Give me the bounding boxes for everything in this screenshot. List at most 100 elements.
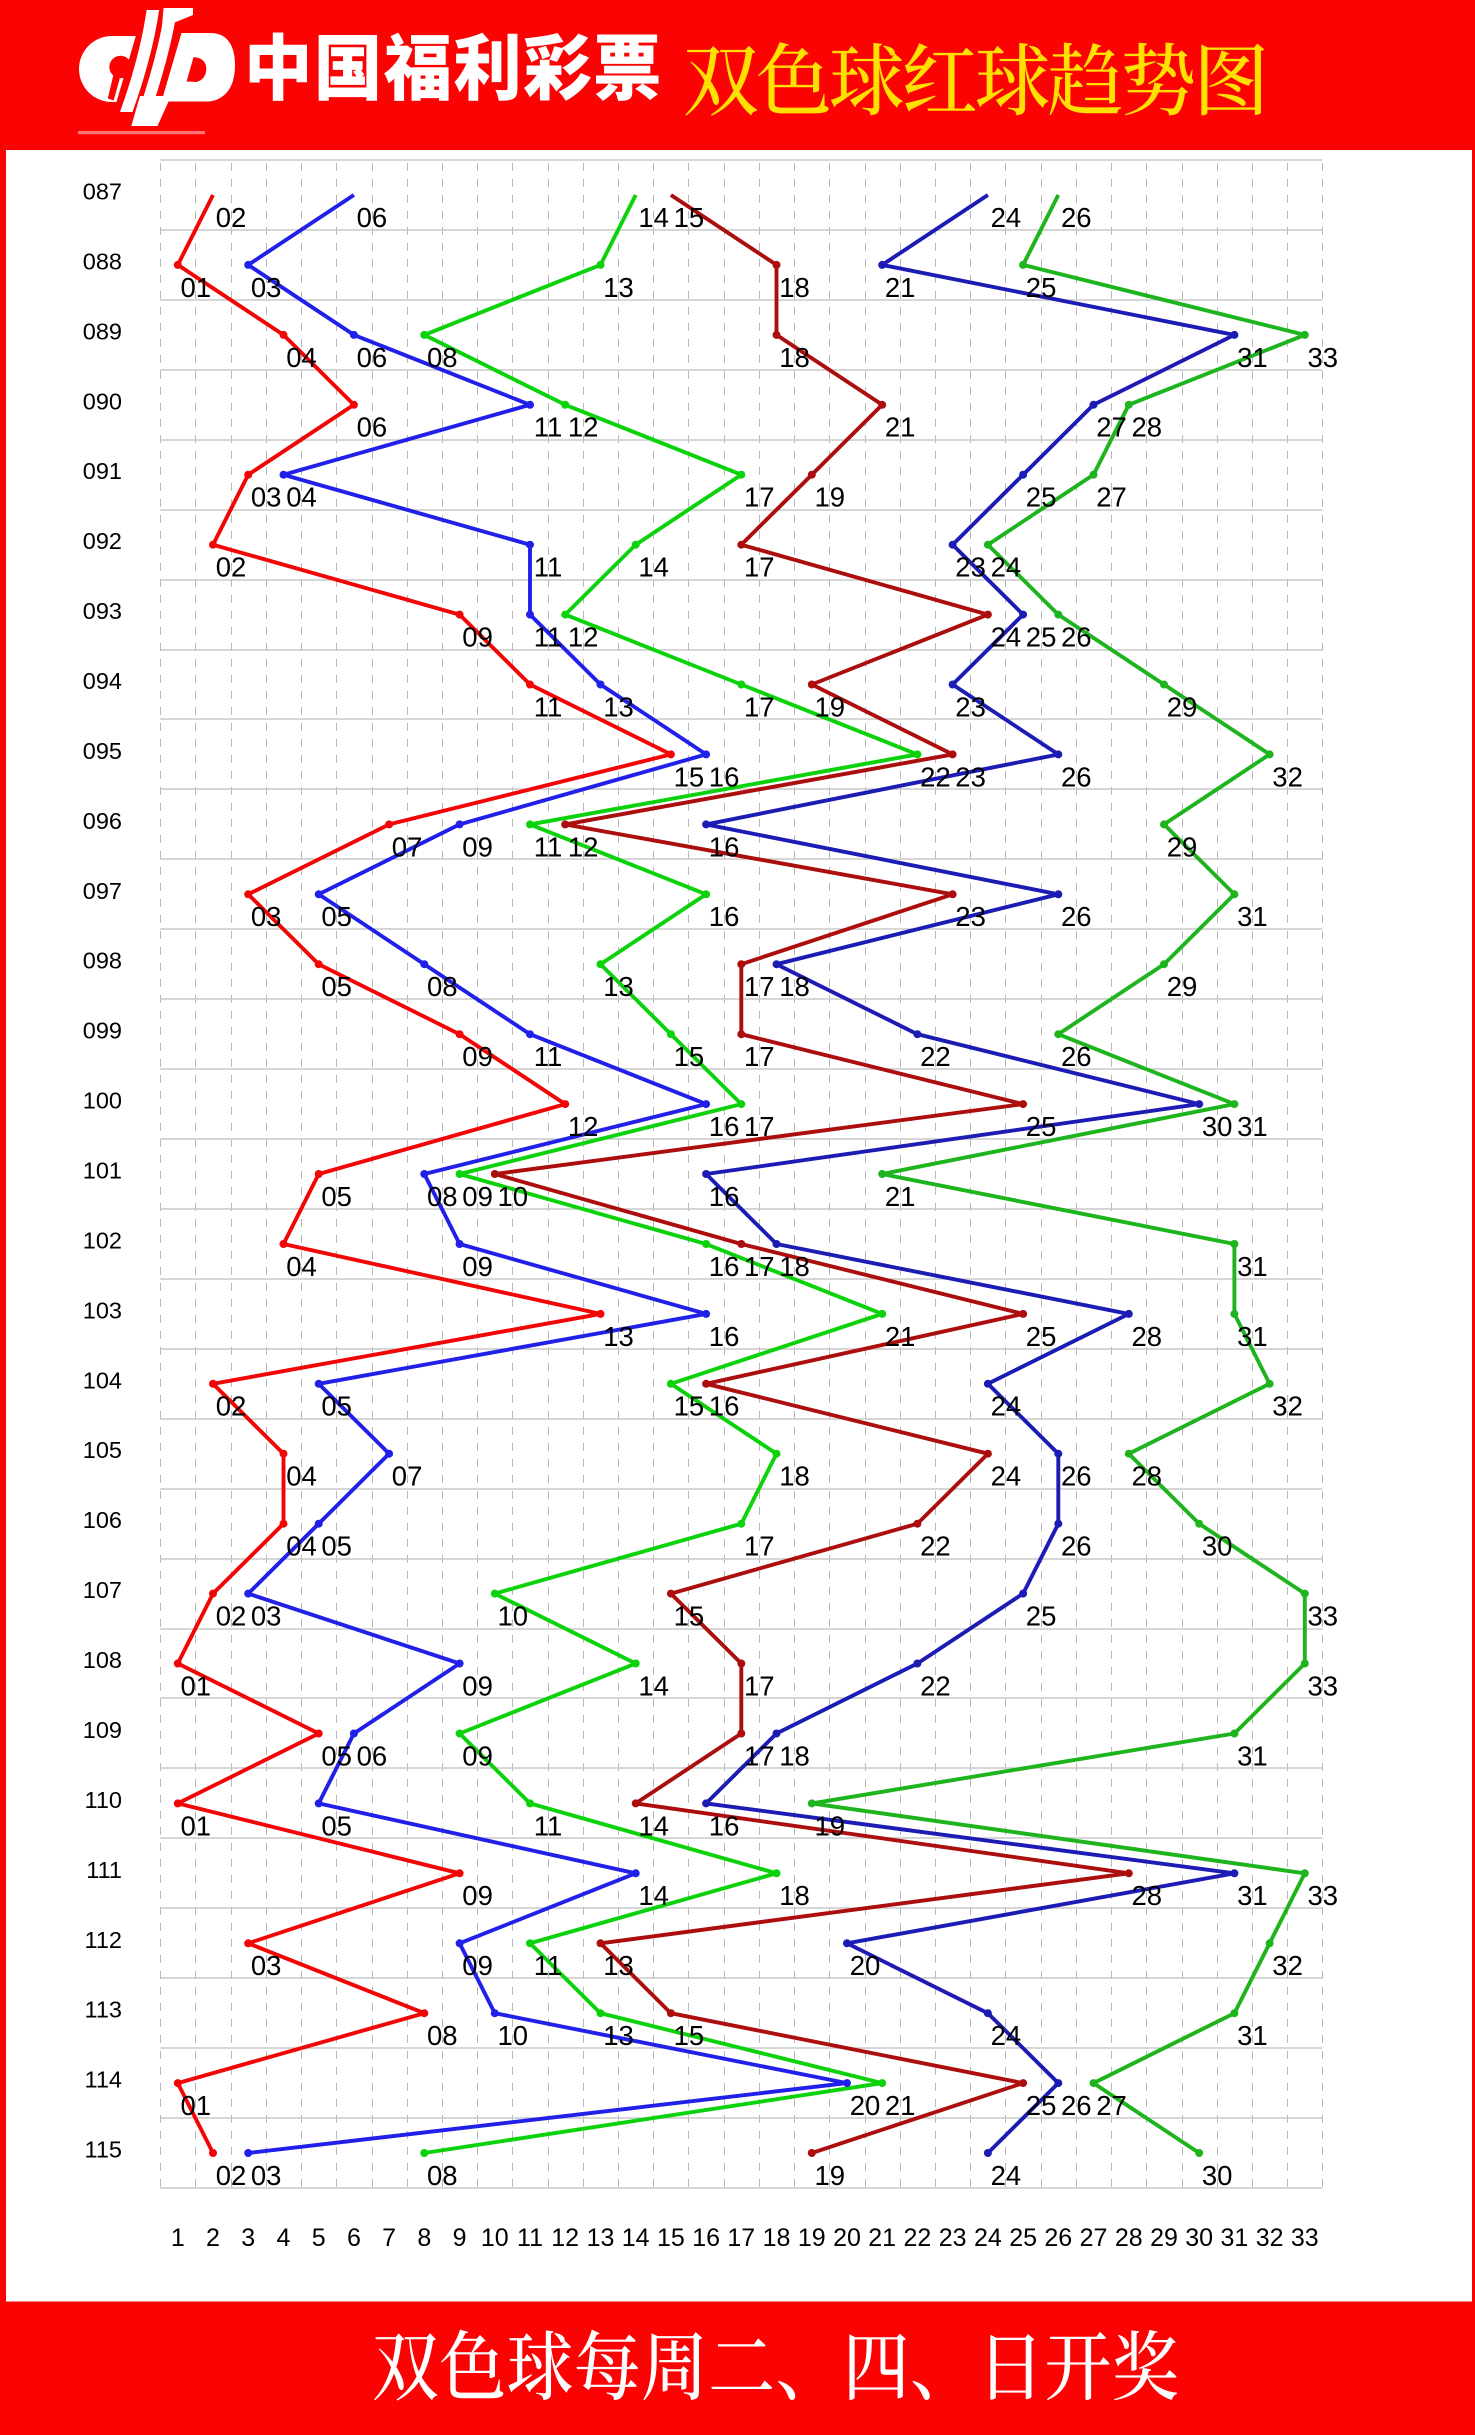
svg-text:03: 03 bbox=[251, 1950, 282, 1981]
svg-text:32: 32 bbox=[1272, 761, 1303, 792]
svg-text:18: 18 bbox=[779, 1740, 810, 1771]
svg-text:098: 098 bbox=[83, 948, 122, 974]
svg-text:20: 20 bbox=[850, 1950, 881, 1981]
svg-text:23: 23 bbox=[955, 761, 986, 792]
svg-text:30: 30 bbox=[1202, 1111, 1233, 1142]
svg-text:31: 31 bbox=[1237, 901, 1268, 932]
svg-text:05: 05 bbox=[321, 1391, 352, 1422]
svg-text:09: 09 bbox=[462, 1880, 493, 1911]
svg-text:16: 16 bbox=[709, 1111, 740, 1142]
svg-text:05: 05 bbox=[321, 1531, 352, 1562]
svg-text:13: 13 bbox=[603, 2020, 634, 2051]
svg-text:01: 01 bbox=[181, 2090, 212, 2121]
svg-text:05: 05 bbox=[321, 1181, 352, 1212]
svg-text:01: 01 bbox=[181, 272, 212, 303]
svg-text:112: 112 bbox=[85, 1927, 122, 1953]
svg-text:18: 18 bbox=[779, 272, 810, 303]
svg-text:23: 23 bbox=[955, 901, 986, 932]
svg-text:101: 101 bbox=[83, 1158, 122, 1184]
svg-text:17: 17 bbox=[744, 552, 775, 583]
svg-text:25: 25 bbox=[1026, 482, 1057, 513]
svg-text:25: 25 bbox=[1026, 622, 1057, 653]
svg-text:03: 03 bbox=[251, 482, 282, 513]
svg-text:27: 27 bbox=[1096, 482, 1127, 513]
svg-text:113: 113 bbox=[85, 1997, 122, 2023]
svg-text:091: 091 bbox=[83, 458, 122, 484]
svg-text:094: 094 bbox=[83, 668, 122, 694]
svg-text:15: 15 bbox=[674, 761, 705, 792]
svg-text:30: 30 bbox=[1202, 1531, 1233, 1562]
svg-text:25: 25 bbox=[1026, 2090, 1057, 2121]
svg-text:16: 16 bbox=[709, 831, 740, 862]
svg-text:09: 09 bbox=[462, 1670, 493, 1701]
svg-text:06: 06 bbox=[357, 202, 388, 233]
svg-text:17: 17 bbox=[744, 482, 775, 513]
svg-text:24: 24 bbox=[991, 202, 1022, 233]
svg-text:24: 24 bbox=[991, 1391, 1022, 1422]
svg-text:04: 04 bbox=[286, 342, 317, 373]
svg-text:31: 31 bbox=[1237, 342, 1268, 373]
svg-text:22: 22 bbox=[920, 1041, 951, 1072]
svg-text:114: 114 bbox=[85, 2067, 122, 2093]
svg-text:28: 28 bbox=[1132, 412, 1163, 443]
svg-text:22: 22 bbox=[920, 761, 951, 792]
svg-text:09: 09 bbox=[462, 1251, 493, 1282]
svg-text:17: 17 bbox=[744, 971, 775, 1002]
svg-text:32: 32 bbox=[1256, 2224, 1284, 2252]
svg-text:17: 17 bbox=[744, 1041, 775, 1072]
svg-text:29: 29 bbox=[1167, 831, 1198, 862]
svg-text:08: 08 bbox=[427, 971, 458, 1002]
svg-text:25: 25 bbox=[1026, 1321, 1057, 1352]
svg-text:24: 24 bbox=[991, 622, 1022, 653]
svg-text:13: 13 bbox=[603, 691, 634, 722]
svg-text:17: 17 bbox=[727, 2224, 755, 2252]
svg-text:02: 02 bbox=[216, 1391, 247, 1422]
svg-text:21: 21 bbox=[885, 412, 916, 443]
svg-text:108: 108 bbox=[83, 1647, 122, 1673]
svg-text:24: 24 bbox=[974, 2224, 1002, 2252]
svg-text:102: 102 bbox=[83, 1228, 122, 1254]
svg-text:106: 106 bbox=[83, 1507, 122, 1533]
svg-text:15: 15 bbox=[674, 1601, 705, 1632]
svg-text:28: 28 bbox=[1132, 1461, 1163, 1492]
svg-text:23: 23 bbox=[955, 691, 986, 722]
svg-text:13: 13 bbox=[603, 272, 634, 303]
svg-text:103: 103 bbox=[83, 1297, 122, 1323]
svg-text:24: 24 bbox=[991, 552, 1022, 583]
svg-text:04: 04 bbox=[286, 1531, 317, 1562]
svg-text:17: 17 bbox=[744, 1670, 775, 1701]
svg-text:8: 8 bbox=[417, 2224, 431, 2252]
svg-text:30: 30 bbox=[1185, 2224, 1213, 2252]
svg-text:15: 15 bbox=[674, 1041, 705, 1072]
svg-text:09: 09 bbox=[462, 1950, 493, 1981]
svg-text:18: 18 bbox=[763, 2224, 791, 2252]
svg-text:20: 20 bbox=[833, 2224, 861, 2252]
svg-text:16: 16 bbox=[709, 761, 740, 792]
svg-text:092: 092 bbox=[83, 528, 122, 554]
svg-text:17: 17 bbox=[744, 691, 775, 722]
svg-text:17: 17 bbox=[744, 1740, 775, 1771]
svg-text:12: 12 bbox=[568, 831, 599, 862]
svg-text:111: 111 bbox=[86, 1857, 122, 1883]
svg-text:15: 15 bbox=[674, 1391, 705, 1422]
svg-text:15: 15 bbox=[674, 2020, 705, 2051]
svg-text:08: 08 bbox=[427, 2020, 458, 2051]
svg-text:25: 25 bbox=[1009, 2224, 1037, 2252]
svg-text:26: 26 bbox=[1061, 1041, 1092, 1072]
svg-text:26: 26 bbox=[1061, 1461, 1092, 1492]
svg-text:13: 13 bbox=[603, 1321, 634, 1352]
svg-text:9: 9 bbox=[453, 2224, 467, 2252]
svg-text:31: 31 bbox=[1237, 1251, 1268, 1282]
svg-text:18: 18 bbox=[779, 342, 810, 373]
svg-text:20: 20 bbox=[850, 2090, 881, 2121]
svg-text:109: 109 bbox=[83, 1717, 122, 1743]
svg-text:21: 21 bbox=[885, 2090, 916, 2121]
svg-text:29: 29 bbox=[1150, 2224, 1178, 2252]
svg-text:18: 18 bbox=[779, 1880, 810, 1911]
svg-text:16: 16 bbox=[709, 1321, 740, 1352]
svg-text:31: 31 bbox=[1237, 1111, 1268, 1142]
svg-text:30: 30 bbox=[1202, 2160, 1233, 2191]
svg-text:10: 10 bbox=[481, 2224, 509, 2252]
svg-text:09: 09 bbox=[462, 831, 493, 862]
svg-text:16: 16 bbox=[709, 901, 740, 932]
